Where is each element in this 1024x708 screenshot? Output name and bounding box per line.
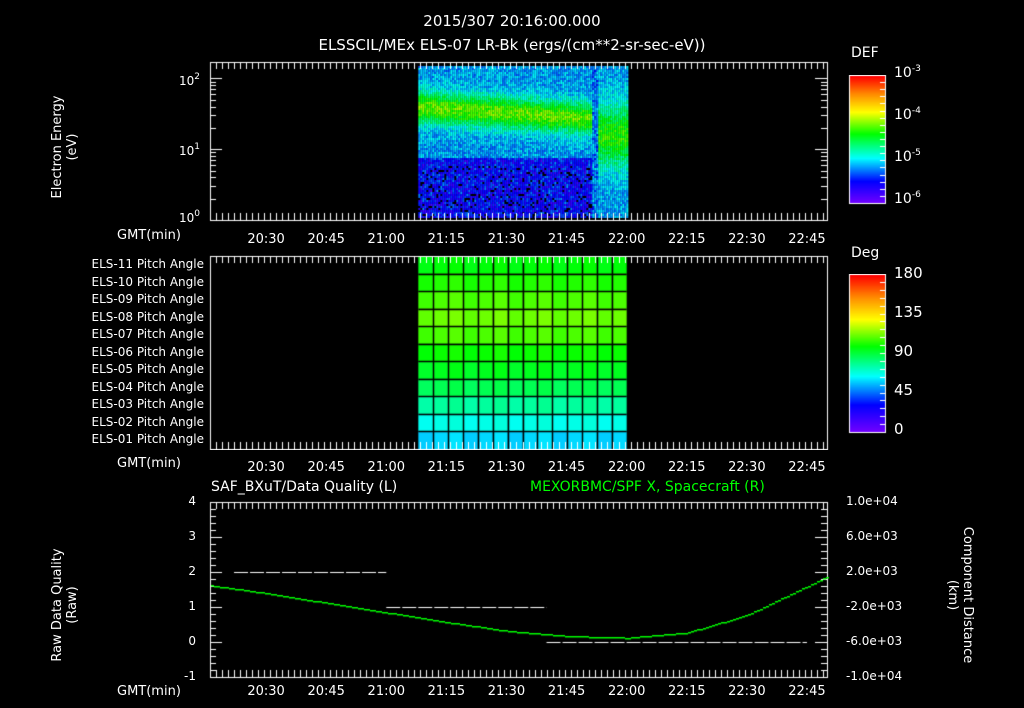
pitch-row-label: ELS-06 Pitch Angle: [91, 344, 204, 359]
x-tick-label: 21:30: [487, 460, 526, 475]
distance-ytick: 1.0e+04: [846, 494, 898, 508]
x-tick-label: 22:30: [728, 684, 766, 699]
energy-spectrogram: [200, 55, 840, 230]
x-tick-label: 22:45: [788, 232, 826, 247]
x-tick-label: 20:45: [307, 460, 345, 475]
pitch-row-label: ELS-01 Pitch Angle: [91, 432, 204, 447]
pitch-angle-grid: [200, 250, 840, 450]
energy-ytick-10: 101: [178, 142, 200, 158]
plot-timestamp: 2015/307 20:16:00.000: [423, 12, 601, 30]
deg-tick-180: 180: [894, 264, 923, 282]
spf-x-title: MEXORBMC/SPF X, Spacecraft (R): [530, 479, 765, 495]
def-tick-1e-5: 10-5: [894, 148, 921, 165]
distance-ytick: 2.0e+03: [846, 564, 898, 578]
def-colorbar-title: DEF: [851, 45, 879, 61]
x-tick-label: 20:45: [307, 684, 345, 699]
pitch-row-label: ELS-10 Pitch Angle: [91, 274, 204, 289]
deg-tick-0: 0: [894, 420, 904, 438]
x-tick-label: 22:45: [788, 460, 826, 475]
pitch-row-label: ELS-07 Pitch Angle: [91, 327, 204, 342]
quality-ytick: 2: [188, 564, 196, 578]
quality-ytick: 3: [188, 529, 196, 543]
x-tick-label: 22:30: [728, 232, 766, 247]
quality-ylabel: Raw Data Quality (Raw): [50, 535, 80, 675]
deg-tick-45: 45: [894, 381, 914, 399]
distance-ylabel-line1: Component Distance: [960, 526, 975, 664]
x-tick-label: 21:45: [547, 460, 586, 475]
energy-ylabel: Electron Energy (eV): [50, 72, 80, 222]
distance-ytick: -2.0e+03: [846, 599, 903, 613]
deg-colorbar: [848, 274, 888, 434]
quality-title: SAF_BXuT/Data Quality (L): [211, 479, 398, 495]
quality-ytick: 0: [188, 634, 196, 648]
x-tick-label: 22:00: [607, 460, 646, 475]
pitch-row-label: ELS-03 Pitch Angle: [91, 397, 204, 412]
x-tick-label: 21:15: [427, 232, 466, 247]
x-tick-label: 22:00: [607, 684, 646, 699]
quality-ytick: 1: [188, 599, 196, 613]
distance-ytick: 6.0e+03: [846, 529, 898, 543]
def-tick-1e-3: 10-3: [894, 64, 921, 81]
x-tick-label: 21:45: [547, 232, 586, 247]
energy-ylabel-line1: Electron Energy: [50, 95, 65, 199]
x-tick-label: 21:15: [427, 460, 466, 475]
x-tick-label: 21:00: [367, 684, 406, 699]
x-tick-label: 22:45: [788, 684, 826, 699]
x-tick-label: 21:30: [487, 684, 526, 699]
def-colorbar: [848, 75, 888, 205]
pitch-row-label: ELS-05 Pitch Angle: [91, 362, 204, 377]
x-tick-label: 22:30: [728, 460, 766, 475]
x-tick-label: 21:00: [367, 460, 406, 475]
energy-ytick-100: 102: [178, 72, 200, 88]
deg-colorbar-title: Deg: [851, 245, 880, 261]
quality-ylabel-line2: (Raw): [65, 586, 80, 624]
quality-ytick: -1: [184, 669, 196, 683]
x-tick-label: 20:30: [247, 684, 285, 699]
distance-ylabel: Component Distance (km): [945, 520, 975, 670]
x-tick-label: 22:15: [668, 684, 706, 699]
distance-ytick: -1.0e+04: [846, 669, 903, 683]
pitch-row-label: ELS-02 Pitch Angle: [91, 414, 204, 429]
x-tick-label: 20:30: [247, 232, 285, 247]
quality-ylabel-line1: Raw Data Quality: [50, 548, 65, 662]
distance-ytick: -6.0e+03: [846, 634, 903, 648]
energy-ytick-1: 100: [178, 209, 200, 225]
quality-distance-plot: [200, 495, 840, 695]
x-tick-label: 21:00: [367, 232, 406, 247]
x-axis-label-3: GMT(min): [117, 684, 181, 699]
x-axis-label-1: GMT(min): [117, 228, 181, 243]
x-tick-label: 20:30: [247, 460, 285, 475]
x-tick-label: 22:15: [668, 460, 706, 475]
distance-ylabel-line2: (km): [945, 579, 960, 611]
x-tick-label: 21:30: [487, 232, 526, 247]
pitch-row-label: ELS-04 Pitch Angle: [91, 379, 204, 394]
x-axis-label-2: GMT(min): [117, 456, 181, 471]
deg-tick-90: 90: [894, 342, 914, 360]
x-tick-label: 20:45: [307, 232, 345, 247]
x-tick-label: 22:15: [668, 232, 706, 247]
pitch-row-label: ELS-11 Pitch Angle: [91, 257, 204, 271]
energy-ylabel-line2: (eV): [65, 133, 80, 161]
x-tick-label: 21:45: [547, 684, 586, 699]
def-tick-1e-6: 10-6: [894, 190, 921, 207]
x-tick-label: 21:15: [427, 684, 466, 699]
deg-tick-135: 135: [894, 303, 923, 321]
def-tick-1e-4: 10-4: [894, 106, 921, 123]
plot-subtitle: ELSSCIL/MEx ELS-07 LR-Bk (ergs/(cm**2-sr…: [318, 36, 706, 54]
pitch-row-label: ELS-09 Pitch Angle: [91, 292, 204, 307]
quality-ytick: 4: [188, 494, 196, 508]
x-tick-label: 22:00: [607, 232, 646, 247]
pitch-row-label: ELS-08 Pitch Angle: [91, 309, 204, 324]
